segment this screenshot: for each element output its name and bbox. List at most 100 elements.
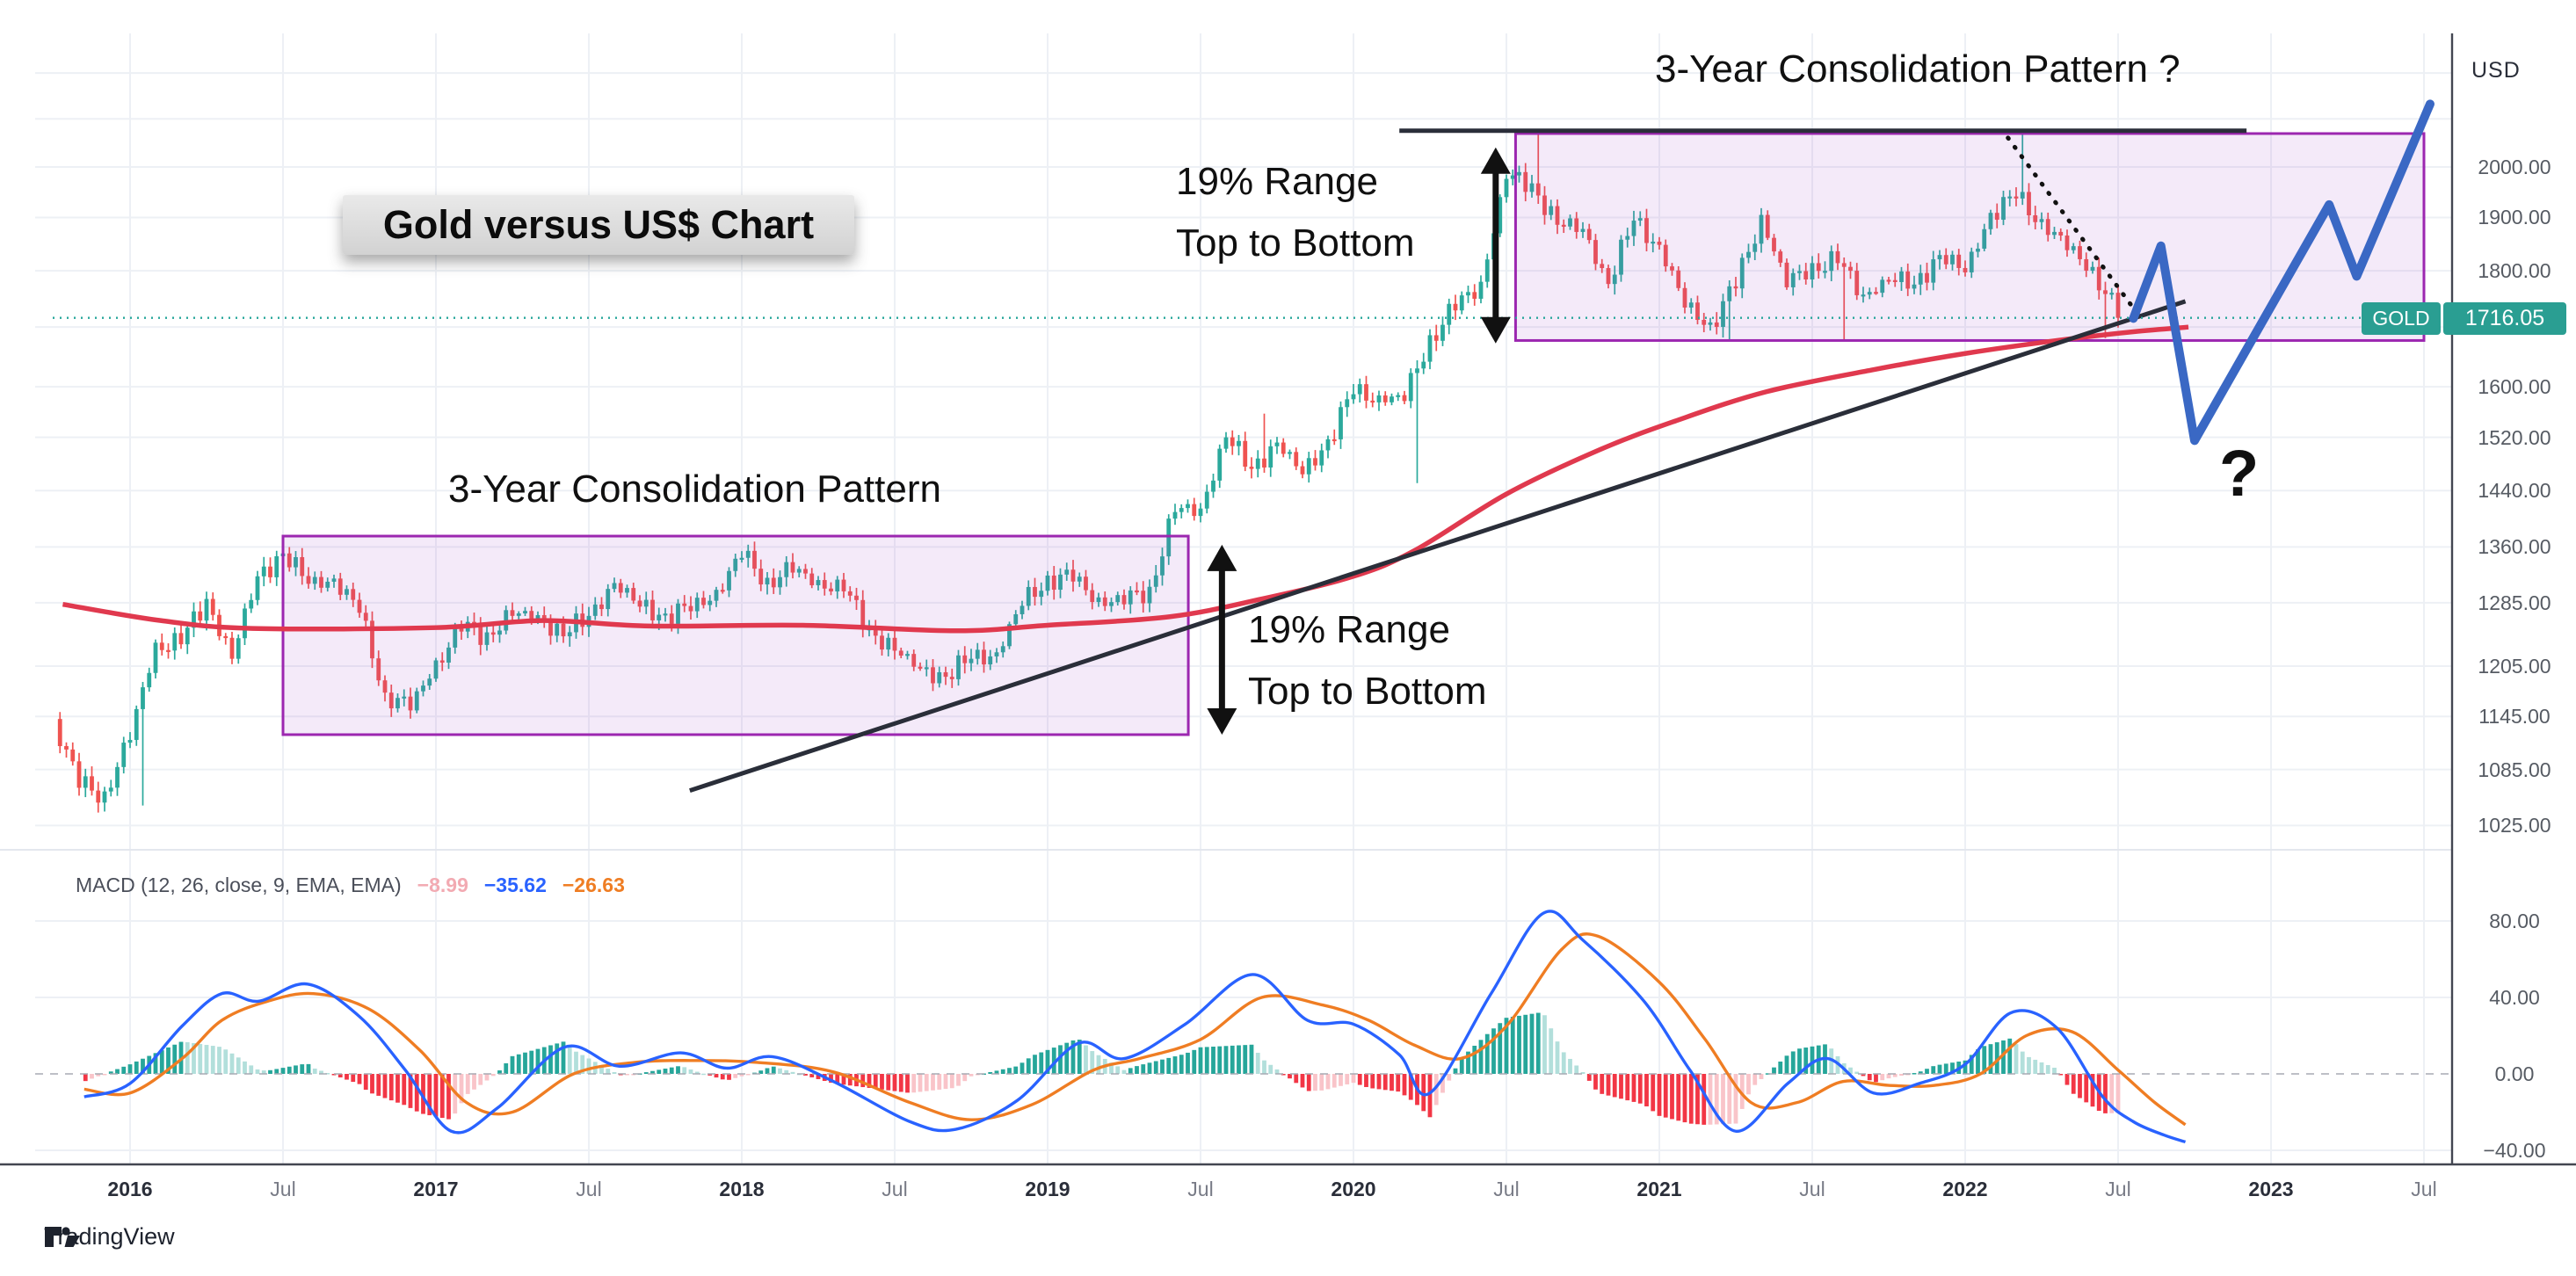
candle-body (1682, 287, 1687, 308)
candle-body (108, 787, 113, 792)
macd-histogram-bar (1306, 1074, 1311, 1091)
candle-body (1090, 590, 1095, 603)
annotation-consolidation-lower: 3-Year Consolidation Pattern (448, 468, 941, 511)
macd-histogram-bar (497, 1070, 502, 1074)
candle-body (1192, 504, 1197, 517)
macd-histogram-bar (816, 1074, 821, 1079)
time-tick-label[interactable]: Jul (576, 1178, 602, 1200)
macd-histogram-bar (535, 1048, 541, 1074)
candle-body (1708, 322, 1713, 325)
macd-histogram-bar (2078, 1074, 2082, 1098)
candle-body (612, 583, 617, 590)
macd-histogram-bar (2071, 1074, 2076, 1094)
time-tick-label[interactable]: Jul (270, 1178, 296, 1200)
macd-histogram-bar (599, 1065, 604, 1074)
candle-body (478, 627, 483, 645)
tradingview-watermark[interactable]: TradingView (44, 1223, 175, 1251)
candle-body (1956, 254, 1962, 268)
time-tick-label[interactable]: 2023 (2248, 1178, 2294, 1200)
time-tick-label[interactable]: 2016 (107, 1178, 153, 1200)
candle-body (115, 766, 120, 788)
macd-histogram-bar (1440, 1074, 1445, 1093)
range-arrow-head-up (1207, 544, 1237, 571)
time-tick-label[interactable]: 2019 (1025, 1178, 1070, 1200)
time-tick-label[interactable]: Jul (882, 1178, 908, 1200)
macd-histogram-bar (1064, 1042, 1070, 1074)
macd-histogram-bar (1230, 1045, 1235, 1074)
macd-legend[interactable]: MACD (12, 26, close, 9, EMA, EMA) −8.99 … (76, 874, 625, 897)
candle-body (1255, 458, 1260, 469)
time-tick-label[interactable]: Jul (2105, 1178, 2131, 1200)
candle-body (1390, 396, 1394, 402)
price-tick-label: 1025.00 (2478, 814, 2551, 837)
candle-body (2084, 258, 2089, 271)
candle-body (631, 588, 636, 601)
candle-body (739, 557, 744, 560)
macd-histogram-bar (1141, 1064, 1146, 1074)
candle-body (1274, 442, 1280, 446)
macd-histogram-bar (625, 1074, 629, 1076)
time-tick-label[interactable]: 2020 (1331, 1178, 1376, 1200)
macd-histogram-bar (714, 1074, 719, 1078)
macd-histogram-bar (1931, 1066, 1936, 1074)
candle-body (803, 569, 808, 574)
macd-histogram-bar (1345, 1074, 1350, 1084)
candle-body (1064, 569, 1070, 575)
macd-histogram-bar (1784, 1055, 1789, 1074)
macd-line-value: −35.62 (483, 874, 547, 896)
macd-histogram-bar (472, 1074, 476, 1090)
macd-histogram-bar (2109, 1074, 2115, 1113)
candle-body (714, 590, 719, 601)
macd-histogram-bar (204, 1045, 209, 1074)
time-tick-label[interactable]: Jul (1799, 1178, 1825, 1200)
macd-histogram-bar (1925, 1069, 1929, 1074)
candle-body (523, 611, 527, 614)
candle-body (395, 698, 400, 709)
candle-body (1969, 251, 1974, 272)
macd-histogram-bar (1147, 1062, 1152, 1074)
time-tick-label[interactable]: 2018 (719, 1178, 765, 1200)
candle-body (727, 570, 731, 591)
candle-body (1102, 597, 1107, 606)
macd-histogram-bar (255, 1069, 260, 1074)
macd-histogram-bar (873, 1074, 878, 1089)
macd-histogram-bar (1172, 1056, 1178, 1074)
candle-body (96, 790, 101, 803)
candle-body (1243, 440, 1248, 468)
candle-body (2064, 236, 2070, 250)
macd-histogram-bar (1058, 1045, 1063, 1074)
candle-body (1306, 458, 1311, 475)
macd-histogram-bar (427, 1074, 432, 1116)
time-tick-label[interactable]: Jul (2411, 1178, 2437, 1200)
time-tick-label[interactable]: Jul (1187, 1178, 1214, 1200)
candle-body (1739, 257, 1745, 289)
macd-histogram-bar (1963, 1060, 1968, 1074)
macd-histogram-bar (1288, 1074, 1292, 1079)
macd-main-line (83, 910, 2187, 1144)
macd-histogram-bar (1300, 1074, 1305, 1088)
candle-body (408, 696, 413, 711)
time-tick-label[interactable]: 2022 (1942, 1178, 1988, 1200)
candle-body (1115, 595, 1121, 603)
candle-body (141, 687, 145, 709)
candle-body (261, 566, 266, 576)
time-tick-label[interactable]: 2021 (1636, 1178, 1682, 1200)
candle-body (1128, 590, 1133, 605)
candle-body (1651, 241, 1656, 244)
time-tick-label[interactable]: Jul (1493, 1178, 1520, 1200)
macd-histogram-bar (115, 1069, 120, 1074)
candle-body (1186, 504, 1190, 509)
annotation-range-upper: 19% Range Top to Bottom (1176, 151, 1414, 274)
tradingview-logo-icon (45, 1227, 80, 1247)
macd-histogram-bar (949, 1074, 954, 1089)
time-tick-label[interactable]: 2017 (413, 1178, 459, 1200)
annotation-range-lower-line2: Top to Bottom (1248, 670, 1487, 713)
candle-body (1976, 248, 1980, 252)
candle-body (771, 577, 776, 588)
candle-body (745, 550, 751, 558)
candle-body (1988, 213, 1993, 229)
candle-body (2109, 293, 2115, 295)
candle-body (1351, 394, 1356, 400)
candle-body (880, 635, 884, 650)
